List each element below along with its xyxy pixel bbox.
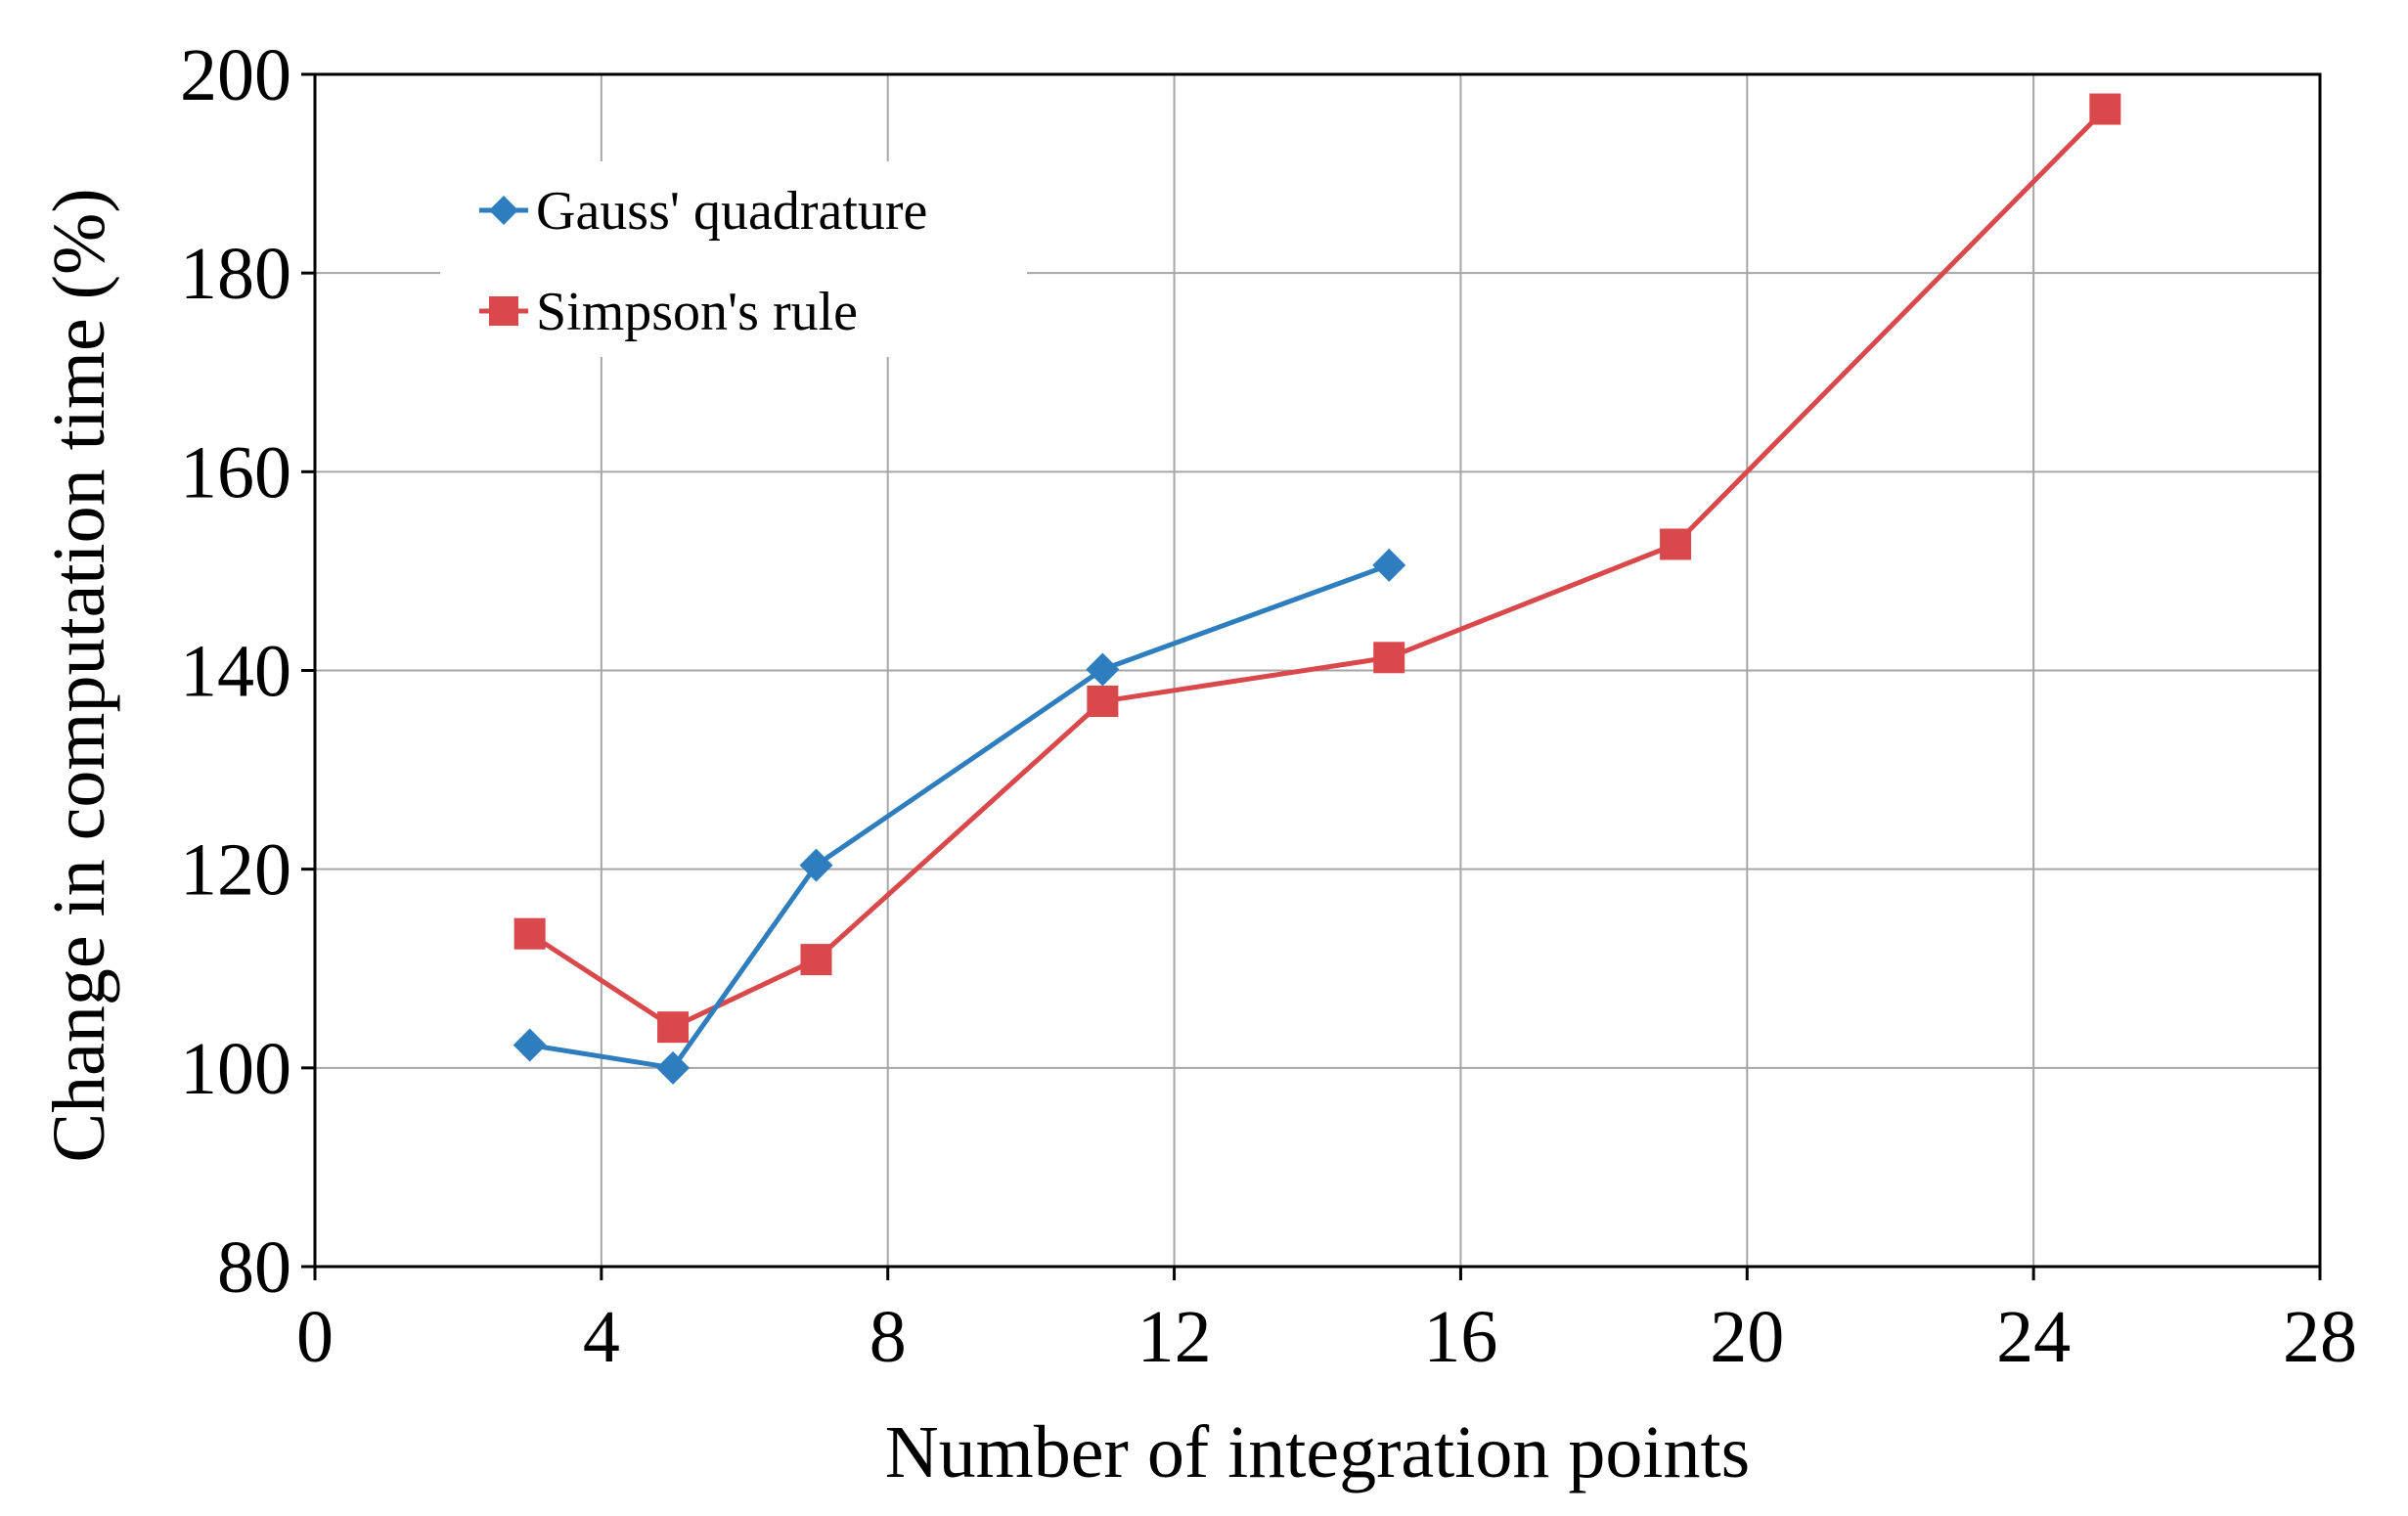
x-tick-label: 16 (1423, 1296, 1497, 1378)
data-point (1086, 652, 1120, 687)
data-point (657, 1011, 690, 1044)
legend-item: Gauss' quadrature (479, 181, 927, 242)
x-axis-title: Number of integration points (885, 1411, 1750, 1494)
y-tick-label: 180 (180, 233, 291, 315)
x-tick-label: 28 (2283, 1296, 2357, 1378)
grid-lines (314, 73, 2321, 1268)
legend: Gauss' quadrature Simpson's rule (440, 161, 1027, 357)
x-tick-label: 12 (1137, 1296, 1212, 1378)
y-tick-label: 80 (217, 1226, 291, 1309)
legend-label: Gauss' quadrature (536, 181, 927, 242)
y-tick-label: 200 (180, 34, 291, 116)
y-tick-label: 100 (180, 1028, 291, 1110)
data-point (1373, 642, 1405, 674)
y-tick-label: 160 (180, 431, 291, 513)
x-tick-label: 20 (1710, 1296, 1784, 1378)
x-tick-label: 4 (583, 1296, 620, 1378)
data-point (513, 1028, 547, 1062)
x-tick-label: 24 (1996, 1296, 2071, 1378)
data-point (1372, 548, 1406, 582)
series-layer (513, 93, 2121, 1085)
data-point (800, 944, 832, 976)
legend-item: Simpson's rule (479, 282, 858, 342)
x-tick-label: 8 (870, 1296, 907, 1378)
data-point (799, 848, 833, 882)
data-point (513, 917, 546, 950)
y-axis-ticks: 80 100 120 140 160 180 200 (180, 34, 315, 1309)
y-axis-title: Change in computation time (%) (38, 188, 120, 1162)
x-tick-label: 0 (296, 1296, 334, 1378)
data-point (1660, 528, 1692, 560)
square-marker-icon (489, 296, 518, 326)
data-point (656, 1050, 691, 1085)
legend-label: Simpson's rule (536, 282, 858, 342)
y-tick-label: 140 (180, 631, 291, 713)
y-tick-label: 120 (180, 829, 291, 912)
data-point (1087, 685, 1119, 717)
data-point (2089, 93, 2121, 125)
series-line (529, 562, 1391, 1071)
diamond-marker-icon (489, 196, 518, 225)
series-simpsons-rule (513, 93, 2121, 1044)
x-axis-ticks: 0 4 8 12 16 20 24 28 (296, 1267, 2357, 1378)
legend-background (440, 161, 1027, 357)
series-gauss-quadrature (513, 548, 1406, 1085)
